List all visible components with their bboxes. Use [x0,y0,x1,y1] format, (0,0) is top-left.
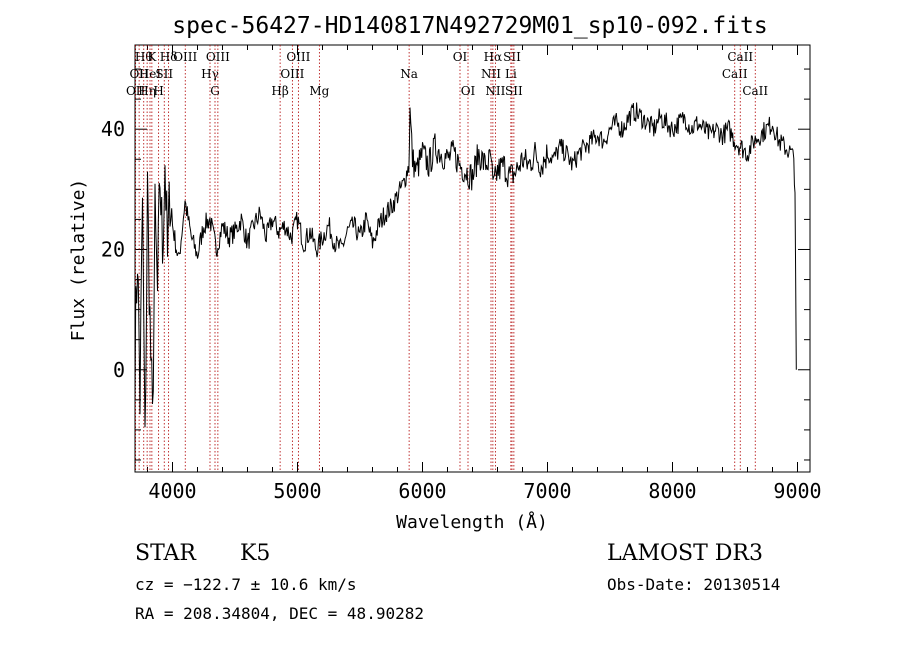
marker-label: SII [503,50,521,64]
x-tick-label: 7000 [523,479,571,503]
marker-label: CaII [722,67,748,81]
marker-label: CaII [742,84,768,98]
spectrum-line [134,102,797,428]
x-tick-label: 9000 [773,479,821,503]
marker-label: SII [505,84,523,98]
marker-label: Hβ [271,84,288,98]
marker-label: Li [505,67,517,81]
marker-label: OIII [286,50,310,64]
marker-label: Hδ [160,50,178,64]
marker-label: CaII [727,50,753,64]
marker-label: HeI [139,67,162,81]
marker-label: NII [485,84,505,98]
marker-label: Hγ [201,67,219,81]
marker-label: Na [400,67,418,81]
marker-label: G [210,84,220,98]
spectral-line-markers: OIIOIIHθHηHeIKHSIIHδOIIIHγGOIIIHβOIIIOII… [126,45,768,472]
marker-label: Hθ [135,50,153,64]
axis-ticks: 4000 5000 6000 7000 8000 9000 0 20 40 [101,45,822,503]
chart-title: spec-56427-HD140817N492729M01_sp10-092.f… [172,13,767,39]
redshift-velocity: cz = −122.7 ± 10.6 km/s [135,575,357,594]
marker-label: OIII [206,50,230,64]
marker-label: Hα [484,50,503,64]
x-tick-label: 4000 [148,479,196,503]
marker-label: K [147,50,157,64]
y-tick-label: 40 [101,117,125,141]
x-tick-label: 6000 [398,479,446,503]
marker-label: OI [453,50,468,64]
x-tick-label: 5000 [273,479,321,503]
marker-label: OI [461,84,476,98]
subclass: K5 [240,541,270,566]
plot-frame [134,44,811,473]
object-class: STAR [135,541,197,566]
marker-label: SII [155,67,173,81]
marker-label: OIII [173,50,197,64]
observation-date: Obs-Date: 20130514 [607,575,780,594]
x-axis-label: Wavelength (Å) [396,511,548,533]
marker-label: Mg [309,84,329,98]
y-tick-label: 20 [101,237,125,261]
marker-label: OIII [280,67,304,81]
marker-label: OII [126,84,146,98]
marker-label: NII [481,67,501,81]
y-tick-label: 0 [113,358,125,382]
survey-name: LAMOST DR3 [607,541,763,566]
coordinates: RA = 208.34804, DEC = 48.90282 [135,604,424,623]
marker-label: H [153,84,163,98]
x-tick-label: 8000 [648,479,696,503]
y-axis-label: Flux (relative) [68,179,89,342]
